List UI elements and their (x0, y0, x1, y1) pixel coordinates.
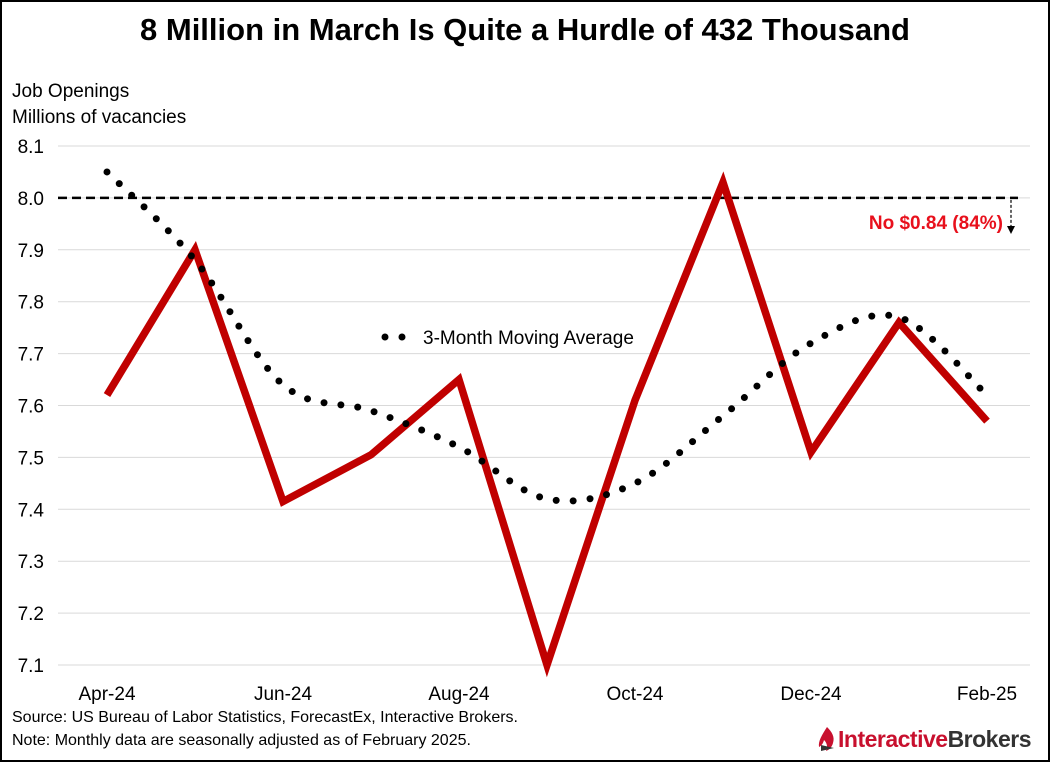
x-tick-label: Oct-24 (606, 684, 663, 705)
y-tick-label: 8.0 (18, 189, 44, 210)
gridlines (58, 145, 1030, 666)
y-tick-label: 7.4 (18, 500, 45, 521)
y-tick-label: 7.1 (18, 656, 44, 677)
y-tick-label: 7.2 (18, 604, 44, 625)
logo-text-interactive: Interactive (838, 726, 948, 752)
x-tick-label: Jun-24 (254, 684, 313, 705)
moving-average-line (103, 168, 991, 505)
y-tick-label: 7.7 (18, 345, 44, 366)
x-tick-label: Dec-24 (780, 684, 842, 705)
annotation-text: No $0.84 (84%) (869, 213, 1003, 234)
interactive-brokers-logo: InteractiveBrokers (818, 724, 1040, 754)
y-tick-label: 7.8 (18, 293, 44, 314)
y-tick-label: 7.5 (18, 448, 44, 469)
y-tick-label: 7.3 (18, 552, 44, 573)
logo-wordmark: InteractiveBrokers (838, 724, 1032, 754)
y-axis-title-line1: Job Openings (12, 81, 130, 102)
ib-flame-icon (818, 727, 834, 751)
y-tick-labels: 7.1 7.2 7.3 7.4 7.5 7.6 7.7 7.8 7.9 8.0 8.1 (18, 137, 45, 677)
x-tick-label: Feb-25 (957, 684, 1017, 705)
x-tick-label: Aug-24 (428, 684, 490, 705)
data-note: Note: Monthly data are seasonally adjust… (12, 732, 471, 749)
job-openings-line (103, 171, 990, 678)
y-tick-label: 7.9 (18, 241, 44, 262)
logo-text-brokers: Brokers (947, 726, 1032, 752)
legend: 3-Month Moving Average (381, 328, 634, 349)
x-tick-labels: Apr-24 Jun-24 Aug-24 Oct-24 Dec-24 Feb-25 (78, 684, 1017, 705)
legend-label: 3-Month Moving Average (423, 328, 634, 349)
x-tick-label: Apr-24 (78, 684, 135, 705)
chart-title: 8 Million in March Is Quite a Hurdle of … (140, 12, 910, 47)
y-axis-title-line2: Millions of vacancies (12, 107, 187, 128)
source-note: Source: US Bureau of Labor Statistics, F… (12, 709, 518, 726)
annotation-group: No $0.84 (84%) (869, 199, 1015, 234)
y-tick-label: 8.1 (18, 137, 44, 158)
series-group (103, 168, 991, 678)
annotation-arrow-head (1007, 226, 1015, 234)
y-tick-label: 7.6 (18, 397, 44, 418)
